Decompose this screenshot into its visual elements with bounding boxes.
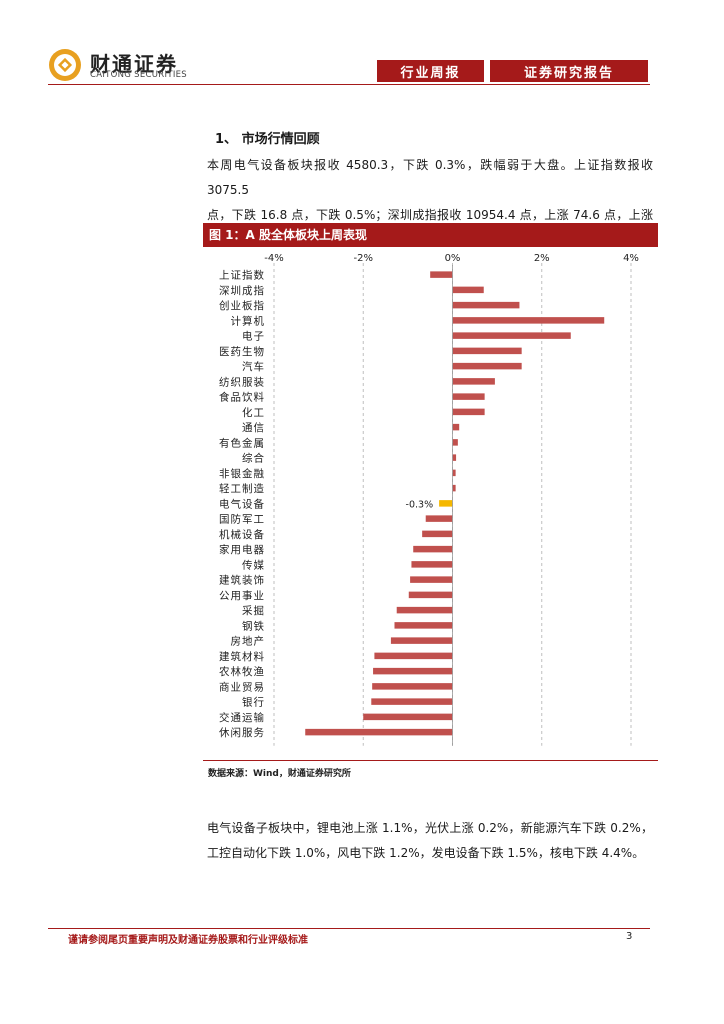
bar bbox=[452, 362, 522, 370]
tab-research-report: 证券研究报告 bbox=[490, 60, 648, 82]
bar bbox=[413, 545, 453, 553]
figure-title: 图 1：A 股全体板块上周表现 bbox=[203, 223, 658, 245]
source-divider bbox=[203, 760, 658, 761]
x-tick-label: -4% bbox=[264, 253, 283, 264]
category-label: 建筑装饰 bbox=[219, 574, 265, 587]
category-label: 农林牧渔 bbox=[219, 665, 265, 678]
bar bbox=[408, 591, 453, 599]
paragraph-line: 电气设备子板块中，锂电池上涨 1.1%，光伏上涨 0.2%，新能源汽车下跌 0.… bbox=[207, 821, 653, 835]
bar bbox=[452, 469, 456, 477]
footer-divider bbox=[48, 928, 650, 929]
bar bbox=[372, 683, 453, 690]
bar bbox=[371, 698, 453, 705]
paragraph-line: 点，下跌 16.8 点，下跌 0.5%；深圳成指报收 10954.4 点，上涨 … bbox=[207, 208, 653, 222]
category-label: 钢铁 bbox=[242, 619, 265, 632]
category-label: 机械设备 bbox=[219, 528, 265, 541]
category-label: 化工 bbox=[242, 406, 265, 419]
bar bbox=[425, 515, 453, 522]
category-label: 国防军工 bbox=[219, 513, 265, 526]
bar bbox=[394, 622, 453, 629]
bar bbox=[305, 728, 453, 736]
category-label: 非银金融 bbox=[219, 467, 265, 480]
bar bbox=[390, 637, 453, 644]
category-label: 家用电器 bbox=[219, 543, 265, 556]
bar bbox=[452, 317, 605, 324]
category-label: 食品饮料 bbox=[219, 391, 265, 404]
category-label: 综合 bbox=[242, 452, 265, 465]
category-label: 深圳成指 bbox=[219, 284, 265, 297]
logo-subtext: CAITONG SECURITIES bbox=[90, 70, 187, 80]
bar bbox=[452, 301, 520, 309]
paragraph-line: 工控自动化下跌 1.0%，风电下跌 1.2%，发电设备下跌 1.5%，核电下跌 … bbox=[207, 846, 645, 860]
category-label: 交通运输 bbox=[219, 711, 265, 724]
category-label: 通信 bbox=[242, 422, 265, 434]
category-label: 公用事业 bbox=[219, 589, 265, 602]
highlight-bar bbox=[439, 500, 453, 507]
category-label: 创业板指 bbox=[219, 299, 265, 312]
category-label: 有色金属 bbox=[219, 436, 265, 449]
section-title: 1、 市场行情回顾 bbox=[215, 132, 320, 147]
x-tick-label: -2% bbox=[354, 253, 373, 264]
category-label: 医药生物 bbox=[219, 345, 265, 358]
figure-source: 数据来源：Wind，财通证券研究所 bbox=[208, 769, 351, 779]
data-label: -0.3% bbox=[406, 499, 434, 510]
bar bbox=[452, 408, 485, 416]
sector-performance-chart: -4% -2% 0% 2% 4% 上证指数深圳成指创业板指计算机电子医药生物汽车纺织服装食… bbox=[219, 253, 639, 746]
bar bbox=[396, 606, 453, 614]
x-tick-label: 2% bbox=[534, 253, 550, 264]
category-label: 商业贸易 bbox=[219, 680, 265, 693]
category-label: 房地产 bbox=[231, 635, 266, 648]
bar bbox=[452, 378, 495, 385]
bar bbox=[452, 286, 484, 294]
category-label: 休闲服务 bbox=[219, 726, 265, 739]
bar bbox=[452, 347, 522, 355]
category-label: 建筑材料 bbox=[219, 650, 265, 663]
logo-text: 财通证券 bbox=[90, 52, 178, 76]
paragraph-line: 本周电气设备板块报收 4580.3，下跌 0.3%，跌幅弱于大盘。上证指数报收 … bbox=[207, 158, 653, 197]
caitong-logo-icon bbox=[49, 49, 81, 81]
footer-disclaimer: 谨请参阅尾页重要声明及财通证券股票和行业评级标准 bbox=[68, 935, 308, 946]
bar bbox=[452, 332, 571, 339]
category-label: 传媒 bbox=[242, 558, 265, 571]
bar bbox=[452, 423, 460, 431]
figure-divider bbox=[203, 245, 658, 247]
bar bbox=[430, 271, 453, 278]
category-label: 电气设备 bbox=[219, 497, 265, 510]
bar bbox=[452, 484, 456, 492]
bar bbox=[363, 713, 453, 721]
bar bbox=[452, 393, 485, 400]
sub-sector-paragraph: 电气设备子板块中，锂电池上涨 1.1%，光伏上涨 0.2%，新能源汽车下跌 0.… bbox=[207, 816, 653, 866]
bar bbox=[452, 454, 457, 461]
bar bbox=[373, 667, 453, 675]
header-divider bbox=[48, 84, 650, 85]
x-tick-label: 4% bbox=[623, 253, 639, 264]
bar bbox=[374, 652, 453, 660]
page-number: 3 bbox=[626, 931, 633, 942]
bar bbox=[410, 576, 453, 583]
category-label: 纺织服装 bbox=[219, 375, 265, 388]
category-label: 电子 bbox=[242, 330, 265, 343]
category-label: 上证指数 bbox=[219, 269, 265, 282]
category-label: 轻工制造 bbox=[219, 482, 265, 495]
category-label: 汽车 bbox=[242, 360, 265, 373]
bar bbox=[452, 439, 458, 446]
category-label: 银行 bbox=[242, 696, 265, 709]
tab-weekly-report: 行业周报 bbox=[377, 60, 484, 82]
category-label: 计算机 bbox=[231, 314, 266, 327]
category-label: 采掘 bbox=[242, 604, 265, 617]
x-tick-label: 0% bbox=[445, 253, 461, 264]
bar bbox=[422, 530, 453, 538]
bar bbox=[411, 561, 453, 568]
